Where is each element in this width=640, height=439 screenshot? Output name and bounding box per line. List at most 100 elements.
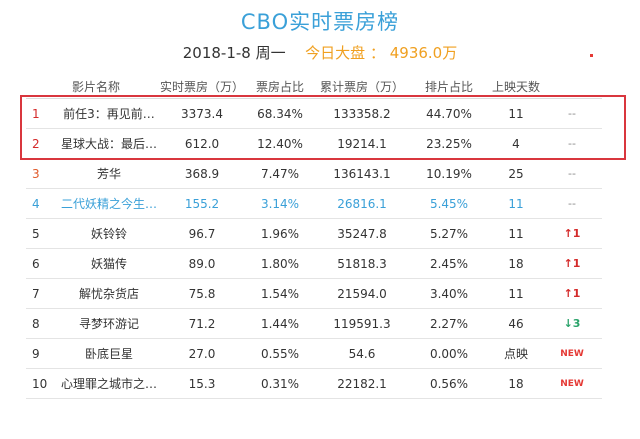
report-date: 2018-1-8 周一 xyxy=(182,44,286,62)
table-row[interactable]: 6 妖猫传 89.0 1.80% 51818.3 2.45% 18 ↑1 xyxy=(26,249,602,279)
realtime-cell: 75.8 xyxy=(188,286,216,301)
cumulative-cell: 51818.3 xyxy=(337,256,387,271)
realtime-cell: 15.3 xyxy=(188,376,216,391)
share-cell: 1.80% xyxy=(260,256,300,271)
table-header: 影片名称 实时票房（万） 票房占比 累计票房（万） 排片占比 上映天数 xyxy=(26,74,602,99)
cumulative-cell: 22182.1 xyxy=(337,376,387,391)
box-office-table: 影片名称 实时票房（万） 票房占比 累计票房（万） 排片占比 上映天数 1 前任… xyxy=(26,74,602,399)
schedule-cell: 3.40% xyxy=(429,286,469,301)
realtime-cell: 27.0 xyxy=(188,346,216,361)
table-row[interactable]: 4 二代妖精之今生… 155.2 3.14% 26816.1 5.45% 11 … xyxy=(26,189,602,219)
days-cell: 46 xyxy=(508,316,524,331)
share-cell: 1.54% xyxy=(260,286,300,301)
schedule-cell: 44.70% xyxy=(426,106,472,121)
days-cell: 18 xyxy=(508,376,524,391)
rank-cell: 7 xyxy=(32,286,40,301)
days-cell: 25 xyxy=(508,166,524,181)
rank-cell: 6 xyxy=(32,256,40,271)
share-cell: 0.31% xyxy=(260,376,300,391)
trend-down-icon: ↓3 xyxy=(563,317,581,330)
share-cell: 12.40% xyxy=(257,136,303,151)
cumulative-cell: 19214.1 xyxy=(337,136,387,151)
schedule-cell: 5.27% xyxy=(429,226,469,241)
table-row[interactable]: 9 卧底巨星 27.0 0.55% 54.6 0.00% 点映 NEW xyxy=(26,339,602,369)
film-name-cell: 星球大战：最后… xyxy=(60,137,157,151)
table-row[interactable]: 7 解忧杂货店 75.8 1.54% 21594.0 3.40% 11 ↑1 xyxy=(26,279,602,309)
trend-up-icon: ↑1 xyxy=(563,287,581,300)
trend-cell: -- xyxy=(568,167,576,180)
decorative-dot xyxy=(590,54,593,57)
schedule-cell: 2.27% xyxy=(429,316,469,331)
trend-up-icon: ↑1 xyxy=(563,227,581,240)
share-cell: 68.34% xyxy=(257,106,303,121)
film-name-cell: 解忧杂货店 xyxy=(78,287,139,301)
schedule-cell: 23.25% xyxy=(426,136,472,151)
date-market-line: 2018-1-8 周一 今日大盘 ： 4936.0万 xyxy=(0,42,640,63)
days-cell: 18 xyxy=(508,256,524,271)
schedule-cell: 2.45% xyxy=(429,256,469,271)
days-cell: 4 xyxy=(512,136,520,151)
days-cell: 点映 xyxy=(503,347,528,361)
table-row[interactable]: 1 前任3：再见前… 3373.4 68.34% 133358.2 44.70%… xyxy=(26,99,602,129)
new-badge-icon: NEW xyxy=(560,348,584,359)
rank-cell: 5 xyxy=(32,226,40,241)
rank-cell: 9 xyxy=(32,346,40,361)
film-name-cell: 寻梦环游记 xyxy=(78,317,139,331)
share-cell: 7.47% xyxy=(260,166,300,181)
header-cumulative: 累计票房（万） xyxy=(319,79,404,94)
table-row[interactable]: 8 寻梦环游记 71.2 1.44% 119591.3 2.27% 46 ↓3 xyxy=(26,309,602,339)
schedule-cell: 0.00% xyxy=(429,346,469,361)
realtime-cell: 71.2 xyxy=(188,316,216,331)
share-cell: 3.14% xyxy=(260,196,300,211)
cumulative-cell: 54.6 xyxy=(348,346,376,361)
cumulative-cell: 119591.3 xyxy=(333,316,391,331)
share-cell: 1.44% xyxy=(260,316,300,331)
trend-cell: -- xyxy=(568,197,576,210)
rank-cell: 1 xyxy=(32,106,40,121)
film-name-cell: 芳华 xyxy=(96,167,121,181)
page-title: CBO实时票房榜 xyxy=(240,10,400,34)
header-schedule: 排片占比 xyxy=(424,79,473,94)
rank-cell: 3 xyxy=(32,166,40,181)
cumulative-cell: 26816.1 xyxy=(337,196,387,211)
schedule-cell: 10.19% xyxy=(426,166,472,181)
table-row[interactable]: 3 芳华 368.9 7.47% 136143.1 10.19% 25 -- xyxy=(26,159,602,189)
realtime-cell: 89.0 xyxy=(188,256,216,271)
header-days: 上映天数 xyxy=(491,79,540,94)
new-badge-icon: NEW xyxy=(560,378,584,389)
cumulative-cell: 133358.2 xyxy=(333,106,391,121)
realtime-cell: 3373.4 xyxy=(181,106,223,121)
film-name-cell: 二代妖精之今生… xyxy=(60,197,157,211)
table-row[interactable]: 5 妖铃铃 96.7 1.96% 35247.8 5.27% 11 ↑1 xyxy=(26,219,602,249)
top-two-highlight-box xyxy=(20,95,626,160)
market-label: 今日大盘 ： xyxy=(305,44,385,62)
film-name-cell: 妖铃铃 xyxy=(90,227,127,241)
schedule-cell: 5.45% xyxy=(429,196,469,211)
cumulative-cell: 136143.1 xyxy=(333,166,391,181)
realtime-cell: 96.7 xyxy=(188,226,216,241)
header-film-name: 影片名称 xyxy=(72,79,121,94)
realtime-cell: 155.2 xyxy=(184,196,220,211)
rank-cell: 10 xyxy=(32,376,48,391)
trend-up-icon: ↑1 xyxy=(563,257,581,270)
days-cell: 11 xyxy=(508,226,524,241)
realtime-cell: 368.9 xyxy=(184,166,220,181)
trend-cell: -- xyxy=(568,137,576,150)
film-name-cell: 卧底巨星 xyxy=(84,347,133,361)
share-cell: 1.96% xyxy=(260,226,300,241)
table-row[interactable]: 10 心理罪之城市之… 15.3 0.31% 22182.1 0.56% 18 … xyxy=(26,369,602,399)
cumulative-cell: 35247.8 xyxy=(337,226,387,241)
market-value: 4936.0万 xyxy=(389,44,458,62)
trend-cell: -- xyxy=(568,107,576,120)
days-cell: 11 xyxy=(508,196,524,211)
header-share: 票房占比 xyxy=(255,79,304,94)
rank-cell: 8 xyxy=(32,316,40,331)
header-realtime: 实时票房（万） xyxy=(160,79,245,94)
film-name-cell: 妖猫传 xyxy=(90,257,127,271)
days-cell: 11 xyxy=(508,106,524,121)
rank-cell: 2 xyxy=(32,136,40,151)
schedule-cell: 0.56% xyxy=(429,376,469,391)
film-name-cell: 前任3：再见前… xyxy=(63,107,155,121)
days-cell: 11 xyxy=(508,286,524,301)
rank-cell: 4 xyxy=(32,196,40,211)
